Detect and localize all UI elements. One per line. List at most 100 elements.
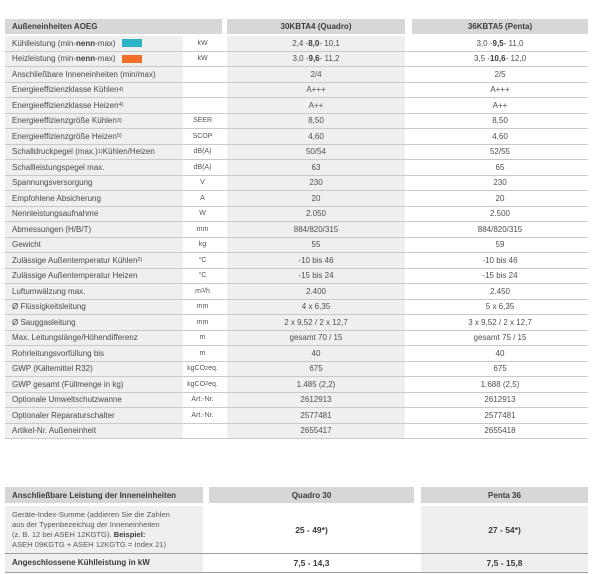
- column-gap: [222, 191, 227, 206]
- spec-row-label: Ø Sauggasleitung: [5, 315, 183, 330]
- spec-row-label: Heizleistung (min-nenn -max): [5, 51, 183, 66]
- spec-header-quadro: 30KBTA4 (Quadro): [227, 19, 405, 34]
- spec-value-penta: 884/820/315: [412, 222, 588, 237]
- spec-row-unit: mm: [183, 315, 222, 330]
- spec-table-row: GWP (Kältemittel R32) kgCO 2 eq. 675 675: [5, 361, 588, 377]
- spec-row-unit: m: [183, 330, 222, 345]
- spec-row-unit: [183, 423, 222, 438]
- column-gap: [405, 144, 412, 159]
- spec-row-unit: m: [183, 346, 222, 361]
- spec-row-label: GWP (Kältemittel R32): [5, 361, 183, 376]
- spec-value-penta: 2655418: [412, 423, 588, 438]
- column-gap: [405, 253, 412, 268]
- column-gap: [405, 330, 412, 345]
- spec-value-penta: 2.500: [412, 206, 588, 221]
- column-gap: [405, 392, 412, 407]
- column-gap: [222, 253, 227, 268]
- spec-value-quadro: A+++: [227, 82, 405, 97]
- spec-table-row: Gewicht kg 55 59: [5, 237, 588, 253]
- header-divider: [5, 34, 588, 36]
- spec-value-quadro: 2612913: [227, 392, 405, 407]
- spec-row-unit: kg: [183, 237, 222, 252]
- spec-row-unit: SCOP: [183, 129, 222, 144]
- spec-value-quadro: 63: [227, 160, 405, 175]
- spec-value-penta: -10 bis 46: [412, 253, 588, 268]
- spec-table-row: Luftumwälzung max. m 3/h 2.400 2.450: [5, 284, 588, 300]
- spec-row-unit: dB(A): [183, 160, 222, 175]
- column-gap: [222, 144, 227, 159]
- column-gap: [222, 160, 227, 175]
- column-gap: [222, 82, 227, 97]
- spec-row-unit: Art.-Nr.: [183, 408, 222, 423]
- column-gap: [222, 284, 227, 299]
- spec-value-quadro: 4,60: [227, 129, 405, 144]
- column-gap: [222, 67, 227, 82]
- spec-value-quadro: 2.400: [227, 284, 405, 299]
- spec-row-unit: °C: [183, 253, 222, 268]
- spec-row-label: Schalldruckpegel (max.) 1) Kühlen/Heizen: [5, 144, 183, 159]
- spec-value-penta: 3,0 - 9,5 - 11,0: [412, 36, 588, 51]
- column-gap: [222, 423, 227, 438]
- spec-table-row: Energieeffizienzklasse Kühlen 4) A+++ A+++: [5, 82, 588, 98]
- spec-value-quadro: 2655417: [227, 423, 405, 438]
- spec-value-penta: 2612913: [412, 392, 588, 407]
- column-gap: [222, 315, 227, 330]
- spec-table-row: Energieeffizienzgröße Kühlen 3) SEER 8,50 8…: [5, 113, 588, 129]
- column-gap: [222, 113, 227, 128]
- power-table-header: Anschließbare Leistung der Inneneinheite…: [5, 487, 588, 503]
- spec-value-penta: 2.450: [412, 284, 588, 299]
- column-gap: [222, 129, 227, 144]
- spec-value-penta: 675: [412, 361, 588, 376]
- spec-table-row: Zulässige Außentemperatur Kühlen 2) °C -10…: [5, 253, 588, 269]
- spec-value-penta: A+++: [412, 82, 588, 97]
- spec-row-unit: kW: [183, 36, 222, 51]
- spec-row-label: Artikel-Nr. Außeneinheit: [5, 423, 183, 438]
- spec-header-penta: 36KBTA5 (Penta): [412, 19, 588, 34]
- spec-value-quadro: 40: [227, 346, 405, 361]
- column-gap: [405, 408, 412, 423]
- cooling-capacity-swatch: [121, 39, 142, 48]
- column-gap: [222, 361, 227, 376]
- power-row-label: Geräte-Index-Summe (addieren Sie die Zah…: [5, 506, 203, 553]
- column-gap: [222, 330, 227, 345]
- spec-value-penta: -15 bis 24: [412, 268, 588, 283]
- spec-value-quadro: 675: [227, 361, 405, 376]
- column-gap: [405, 36, 412, 51]
- column-gap: [222, 346, 227, 361]
- column-gap: [405, 98, 412, 113]
- spec-table-row: Zulässige Außentemperatur Heizen °C -15 bi…: [5, 268, 588, 284]
- power-value-penta: 27 - 54*): [421, 506, 588, 553]
- spec-value-quadro: gesamt 70 / 15: [227, 330, 405, 345]
- spec-value-quadro: 2.050: [227, 206, 405, 221]
- spec-table-row: Energieeffizienzklasse Heizen 4) A++ A++: [5, 98, 588, 114]
- spec-value-penta: 59: [412, 237, 588, 252]
- spec-table-row: Schalldruckpegel (max.) 1) Kühlen/Heizen…: [5, 144, 588, 160]
- column-gap: [222, 408, 227, 423]
- spec-row-unit: V: [183, 175, 222, 190]
- spec-row-label: Max. Leitungslänge/Höhendifferenz: [5, 330, 183, 345]
- spec-row-unit: [183, 82, 222, 97]
- spec-value-penta: 3,5 - 10,6 - 12,0: [412, 51, 588, 66]
- spec-row-unit: kgCO 2 eq.: [183, 377, 222, 392]
- spec-row-label: Ø Flüssigkeitsleitung: [5, 299, 183, 314]
- spec-table-body: Kühlleistung (min-nenn -max) kW 2,4 - 8,0 -…: [5, 36, 588, 439]
- spec-row-unit: [183, 67, 222, 82]
- spec-row-unit: °C: [183, 268, 222, 283]
- column-gap: [222, 36, 227, 51]
- column-gap: [405, 237, 412, 252]
- column-gap: [222, 98, 227, 113]
- spec-value-quadro: -15 bis 24: [227, 268, 405, 283]
- spec-value-quadro: 2577481: [227, 408, 405, 423]
- spec-row-label: Abmessungen (H/B/T): [5, 222, 183, 237]
- spec-row-label: Optionale Umweltschutzwanne: [5, 392, 183, 407]
- column-gap: [405, 423, 412, 438]
- power-value-quadro: 7,5 - 14,3: [209, 554, 414, 572]
- spec-value-quadro: 4 x 6,35: [227, 299, 405, 314]
- column-gap: [222, 206, 227, 221]
- spec-table-header: Außeneinheiten AOEG 30KBTA4 (Quadro) 36K…: [5, 19, 588, 34]
- spec-value-quadro: 50/54: [227, 144, 405, 159]
- column-gap: [405, 222, 412, 237]
- spec-table-row: GWP gesamt (Füllmenge in kg) kgCO 2 eq. 1.48…: [5, 377, 588, 393]
- spec-row-label: Zulässige Außentemperatur Kühlen 2): [5, 253, 183, 268]
